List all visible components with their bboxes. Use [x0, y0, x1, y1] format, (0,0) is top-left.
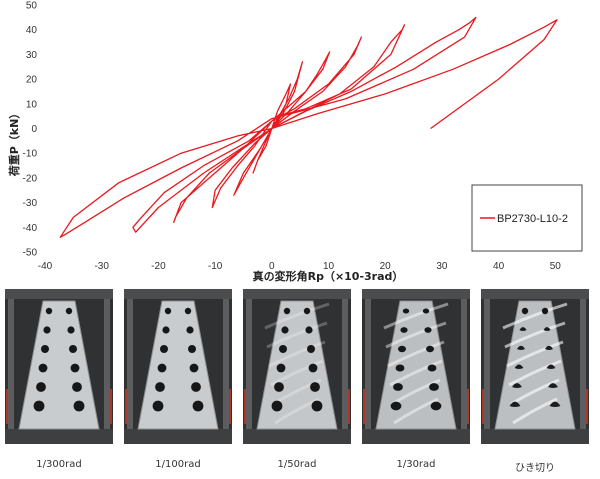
- photo-caption: 1/50rad: [277, 459, 317, 470]
- plot-area: [59, 16, 558, 238]
- y-tick-label: -20: [23, 173, 38, 184]
- test-photos: 1/300rad 1/100rad 1/50rad 1/30rad ひき切り: [0, 289, 600, 479]
- series-line: [59, 16, 558, 238]
- y-tick-label: -40: [23, 223, 38, 234]
- legend-entry: BP2730-L10-2: [497, 213, 568, 225]
- y-axis-title: 荷重P（kN）: [7, 108, 21, 178]
- y-axis-label: 荷重P（kN）: [7, 108, 21, 178]
- x-tick-label: 40: [493, 261, 505, 272]
- photo-1: [5, 289, 113, 444]
- photo-2: [124, 289, 232, 444]
- photo-caption: 1/300rad: [36, 459, 82, 470]
- y-tick-label: -50: [23, 248, 38, 259]
- photo-caption: ひき切り: [515, 463, 555, 474]
- photo-caption: 1/30rad: [396, 459, 436, 470]
- photo-4: [362, 289, 470, 444]
- x-tick-label: -10: [208, 261, 223, 272]
- photo-3: [243, 289, 351, 444]
- y-tick-label: 0: [31, 124, 37, 135]
- y-tick-label: 10: [26, 99, 38, 110]
- y-tick-label: 30: [26, 50, 38, 61]
- y-tick-label: -10: [23, 149, 38, 160]
- x-tick-label: 50: [550, 261, 562, 272]
- hysteresis-chart: 荷重P（kN） 真の変形角Rp（×10-3rad） -40 -30 -20 -10 0 1…: [7, 1, 583, 283]
- x-tick-label: 0: [269, 261, 275, 272]
- x-tick-label: 20: [380, 261, 392, 272]
- y-tick-label: 40: [26, 25, 38, 36]
- x-tick-label: -40: [38, 261, 53, 272]
- x-axis-label: 真の変形角Rp（×10-3rad）: [253, 269, 404, 283]
- photo-caption: 1/100rad: [155, 459, 201, 470]
- x-tick-labels: -40 -30 -20 -10 0 10 20 30 40 50: [38, 261, 562, 272]
- photo-5: [481, 289, 589, 444]
- legend: BP2730-L10-2: [471, 184, 583, 252]
- y-tick-label: 20: [26, 75, 38, 86]
- x-tick-label: -30: [94, 261, 109, 272]
- x-tick-label: 30: [436, 261, 448, 272]
- y-tick-label: -30: [23, 198, 38, 209]
- x-tick-label: -20: [151, 261, 166, 272]
- x-tick-label: 10: [323, 261, 335, 272]
- y-tick-labels: -50 -40 -30 -20 -10 0 10 20 30 40 50: [23, 1, 38, 259]
- y-tick-label: 50: [26, 1, 38, 12]
